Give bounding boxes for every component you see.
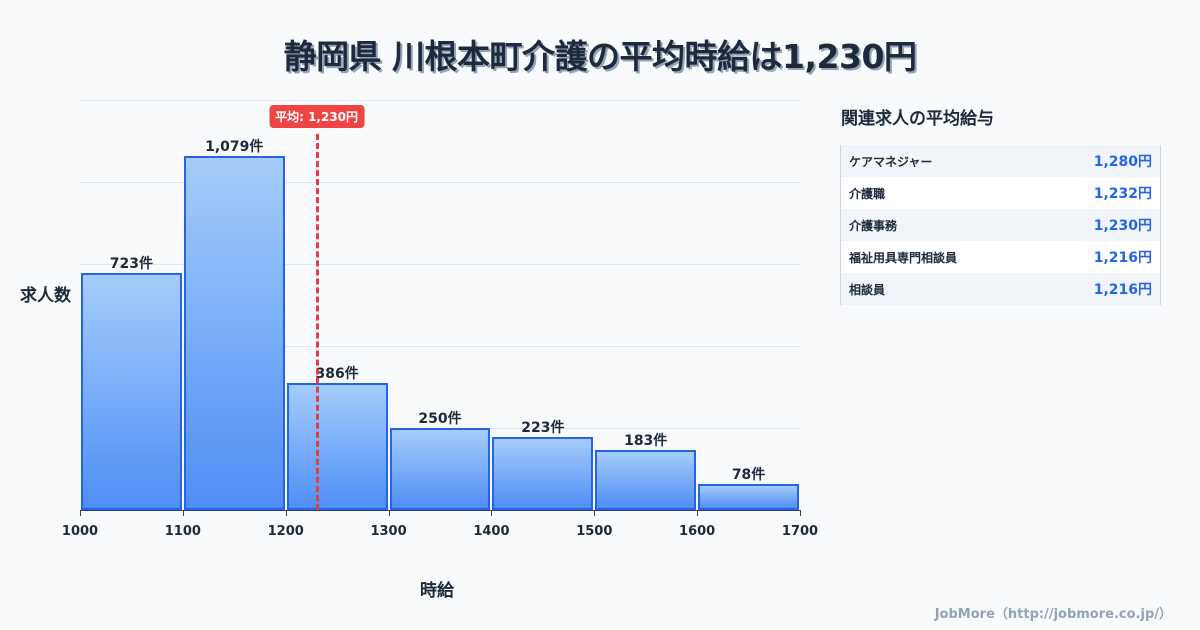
x-tick	[697, 510, 699, 516]
gridline	[80, 100, 800, 101]
related-job-row: 相談員 1,216円	[841, 273, 1160, 305]
job-average-wage: 1,216円	[1093, 250, 1152, 266]
bar-value-label: 223件	[521, 419, 565, 436]
related-job-row: 介護事務 1,230円	[841, 209, 1160, 241]
related-job-row: 介護職 1,232円	[841, 177, 1160, 209]
related-job-row: ケアマネジャー 1,280円	[841, 145, 1160, 177]
related-jobs-title: 関連求人の平均給与	[841, 109, 994, 129]
bar-value-label: 78件	[731, 467, 766, 484]
job-average-wage: 1,230円	[1093, 218, 1152, 234]
job-name: 相談員	[849, 282, 886, 297]
x-tick-label: 1200	[267, 524, 304, 539]
x-tick-label: 1100	[164, 524, 201, 539]
job-average-wage: 1,232円	[1093, 186, 1152, 202]
x-tick-label: 1500	[576, 524, 613, 539]
histogram-chart: 723件 1,079件 386件 250件 223件 183件 78件 1000 1100 120…	[62, 100, 818, 539]
bar-value-label: 250件	[418, 411, 462, 427]
y-axis-label: 求人数	[20, 286, 71, 306]
bar-value-label: 1,079件	[205, 139, 264, 156]
job-name: 福祉用具専門相談員	[849, 250, 958, 265]
job-name: 介護事務	[849, 218, 898, 233]
average-badge: 平均: 1,230円	[269, 105, 365, 128]
x-axis-label: 時給	[420, 581, 454, 601]
related-job-row: 福祉用具専門相談員 1,216円	[841, 241, 1160, 273]
bar-value-label: 386件	[315, 366, 359, 383]
histogram-bar: 1,079件	[183, 139, 285, 510]
x-tick	[388, 510, 390, 516]
gridline	[80, 264, 800, 265]
histogram-bar: 723件	[81, 256, 182, 510]
x-tick-label: 1300	[370, 524, 407, 539]
x-tick-label: 1600	[679, 524, 716, 539]
x-axis-line	[80, 510, 800, 511]
job-average-wage: 1,280円	[1093, 154, 1152, 170]
bar-value-label: 183件	[624, 432, 668, 449]
x-tick-label: 1700	[781, 524, 819, 539]
x-tick	[182, 510, 184, 516]
job-average-wage: 1,216円	[1093, 282, 1152, 298]
x-tick	[80, 510, 81, 516]
x-tick	[594, 510, 596, 516]
histogram-bar: 386件	[286, 366, 388, 510]
x-tick	[800, 510, 801, 516]
gridline	[80, 182, 800, 183]
histogram-bar: 183件	[595, 433, 697, 510]
bar-value-label: 723件	[109, 255, 154, 272]
gridline	[80, 346, 800, 347]
job-name: 介護職	[849, 186, 886, 201]
histogram-bar: 223件	[492, 420, 594, 510]
job-name: ケアマネジャー	[849, 154, 933, 169]
histogram-bar: 250件	[389, 411, 491, 510]
x-tick	[491, 510, 493, 516]
average-line	[315, 134, 319, 510]
x-tick-label: 1000	[61, 524, 99, 539]
histogram-bar: 78件	[698, 467, 799, 510]
x-tick	[285, 510, 287, 516]
related-jobs-table: ケアマネジャー 1,280円介護職 1,232円介護事務 1,230円福祉用具専門相談…	[840, 145, 1161, 305]
x-tick-label: 1400	[473, 524, 510, 539]
footer-credit: JobMore（http://jobmore.co.jp/）	[934, 607, 1172, 622]
page-title: 静岡県 川根本町介護の平均時給は1,230円	[283, 37, 917, 76]
